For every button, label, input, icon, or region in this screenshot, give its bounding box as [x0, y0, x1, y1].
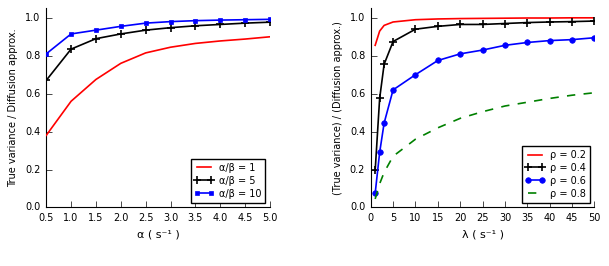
ρ = 0.2 — [479, 17, 486, 20]
α/β = 1 — [68, 100, 75, 103]
α/β = 1 — [93, 78, 100, 81]
ρ = 0.4 — [524, 21, 531, 24]
ρ = 0.6 — [371, 192, 379, 195]
ρ = 0.6 — [524, 41, 531, 44]
α/β = 1 — [142, 51, 149, 55]
ρ = 0.2 — [568, 16, 576, 19]
α/β = 1 — [266, 35, 273, 38]
α/β = 5 — [192, 24, 199, 27]
ρ = 0.6 — [501, 44, 509, 47]
ρ = 0.2 — [546, 16, 554, 20]
α/β = 5 — [167, 26, 174, 29]
α/β = 5 — [43, 79, 50, 82]
ρ = 0.4 — [479, 23, 486, 26]
ρ = 0.8 — [381, 171, 388, 174]
ρ = 0.8 — [591, 91, 598, 94]
α/β = 1 — [192, 42, 199, 45]
α/β = 1 — [117, 62, 124, 65]
ρ = 0.2 — [434, 17, 442, 20]
ρ = 0.4 — [376, 97, 383, 100]
ρ = 0.8 — [389, 155, 396, 158]
ρ = 0.4 — [457, 23, 464, 26]
ρ = 0.8 — [568, 94, 576, 97]
ρ = 0.6 — [434, 59, 442, 62]
ρ = 0.2 — [371, 44, 379, 47]
ρ = 0.6 — [546, 39, 554, 42]
α/β = 5 — [217, 23, 224, 26]
ρ = 0.4 — [371, 169, 379, 172]
Line: α/β = 1: α/β = 1 — [46, 37, 270, 135]
ρ = 0.6 — [381, 122, 388, 125]
X-axis label: λ ( s⁻¹ ): λ ( s⁻¹ ) — [462, 230, 504, 240]
α/β = 1 — [167, 45, 174, 49]
ρ = 0.2 — [376, 30, 383, 33]
α/β = 10 — [242, 18, 249, 21]
ρ = 0.6 — [457, 52, 464, 55]
ρ = 0.8 — [434, 126, 442, 130]
ρ = 0.4 — [591, 19, 598, 23]
Legend: α/β = 1, α/β = 5, α/β = 10: α/β = 1, α/β = 5, α/β = 10 — [191, 159, 265, 203]
Y-axis label: True variance / Diffusion approx.: True variance / Diffusion approx. — [9, 28, 18, 187]
α/β = 10 — [266, 18, 273, 21]
Line: ρ = 0.6: ρ = 0.6 — [372, 35, 597, 196]
Line: ρ = 0.4: ρ = 0.4 — [371, 17, 599, 175]
ρ = 0.4 — [412, 28, 419, 31]
ρ = 0.6 — [591, 36, 598, 39]
α/β = 5 — [242, 22, 249, 25]
ρ = 0.8 — [479, 110, 486, 113]
ρ = 0.8 — [371, 197, 379, 201]
Line: α/β = 5: α/β = 5 — [42, 18, 274, 85]
ρ = 0.2 — [412, 18, 419, 21]
ρ = 0.2 — [501, 16, 509, 20]
ρ = 0.4 — [546, 20, 554, 24]
ρ = 0.8 — [412, 138, 419, 141]
α/β = 5 — [68, 48, 75, 51]
ρ = 0.2 — [457, 17, 464, 20]
ρ = 0.8 — [501, 105, 509, 108]
ρ = 0.8 — [376, 182, 383, 185]
ρ = 0.4 — [434, 25, 442, 28]
ρ = 0.4 — [381, 63, 388, 66]
α/β = 10 — [217, 19, 224, 22]
ρ = 0.6 — [389, 88, 396, 92]
α/β = 1 — [43, 134, 50, 137]
ρ = 0.4 — [568, 20, 576, 23]
α/β = 10 — [68, 32, 75, 36]
X-axis label: α ( s⁻¹ ): α ( s⁻¹ ) — [137, 230, 180, 240]
Legend: ρ = 0.2, ρ = 0.4, ρ = 0.6, ρ = 0.8: ρ = 0.2, ρ = 0.4, ρ = 0.6, ρ = 0.8 — [521, 146, 590, 203]
α/β = 1 — [242, 38, 249, 41]
Line: ρ = 0.8: ρ = 0.8 — [375, 93, 594, 199]
ρ = 0.8 — [524, 101, 531, 104]
α/β = 10 — [192, 19, 199, 22]
α/β = 5 — [117, 32, 124, 36]
ρ = 0.6 — [568, 38, 576, 41]
ρ = 0.4 — [501, 22, 509, 25]
ρ = 0.8 — [457, 117, 464, 120]
Line: α/β = 10: α/β = 10 — [44, 17, 272, 56]
α/β = 10 — [117, 25, 124, 28]
Y-axis label: (True variance) / (Diffusion approx.): (True variance) / (Diffusion approx.) — [333, 21, 343, 195]
ρ = 0.6 — [412, 73, 419, 76]
α/β = 5 — [142, 28, 149, 32]
α/β = 10 — [93, 28, 100, 32]
α/β = 10 — [43, 52, 50, 55]
ρ = 0.2 — [389, 20, 396, 24]
ρ = 0.2 — [591, 16, 598, 19]
ρ = 0.6 — [376, 151, 383, 154]
α/β = 10 — [142, 22, 149, 25]
α/β = 10 — [167, 20, 174, 23]
ρ = 0.4 — [389, 40, 396, 43]
Line: ρ = 0.2: ρ = 0.2 — [375, 18, 594, 45]
ρ = 0.8 — [546, 97, 554, 100]
ρ = 0.2 — [524, 16, 531, 20]
α/β = 5 — [266, 20, 273, 24]
α/β = 1 — [217, 39, 224, 43]
ρ = 0.2 — [381, 24, 388, 27]
ρ = 0.6 — [479, 48, 486, 52]
α/β = 5 — [93, 37, 100, 40]
